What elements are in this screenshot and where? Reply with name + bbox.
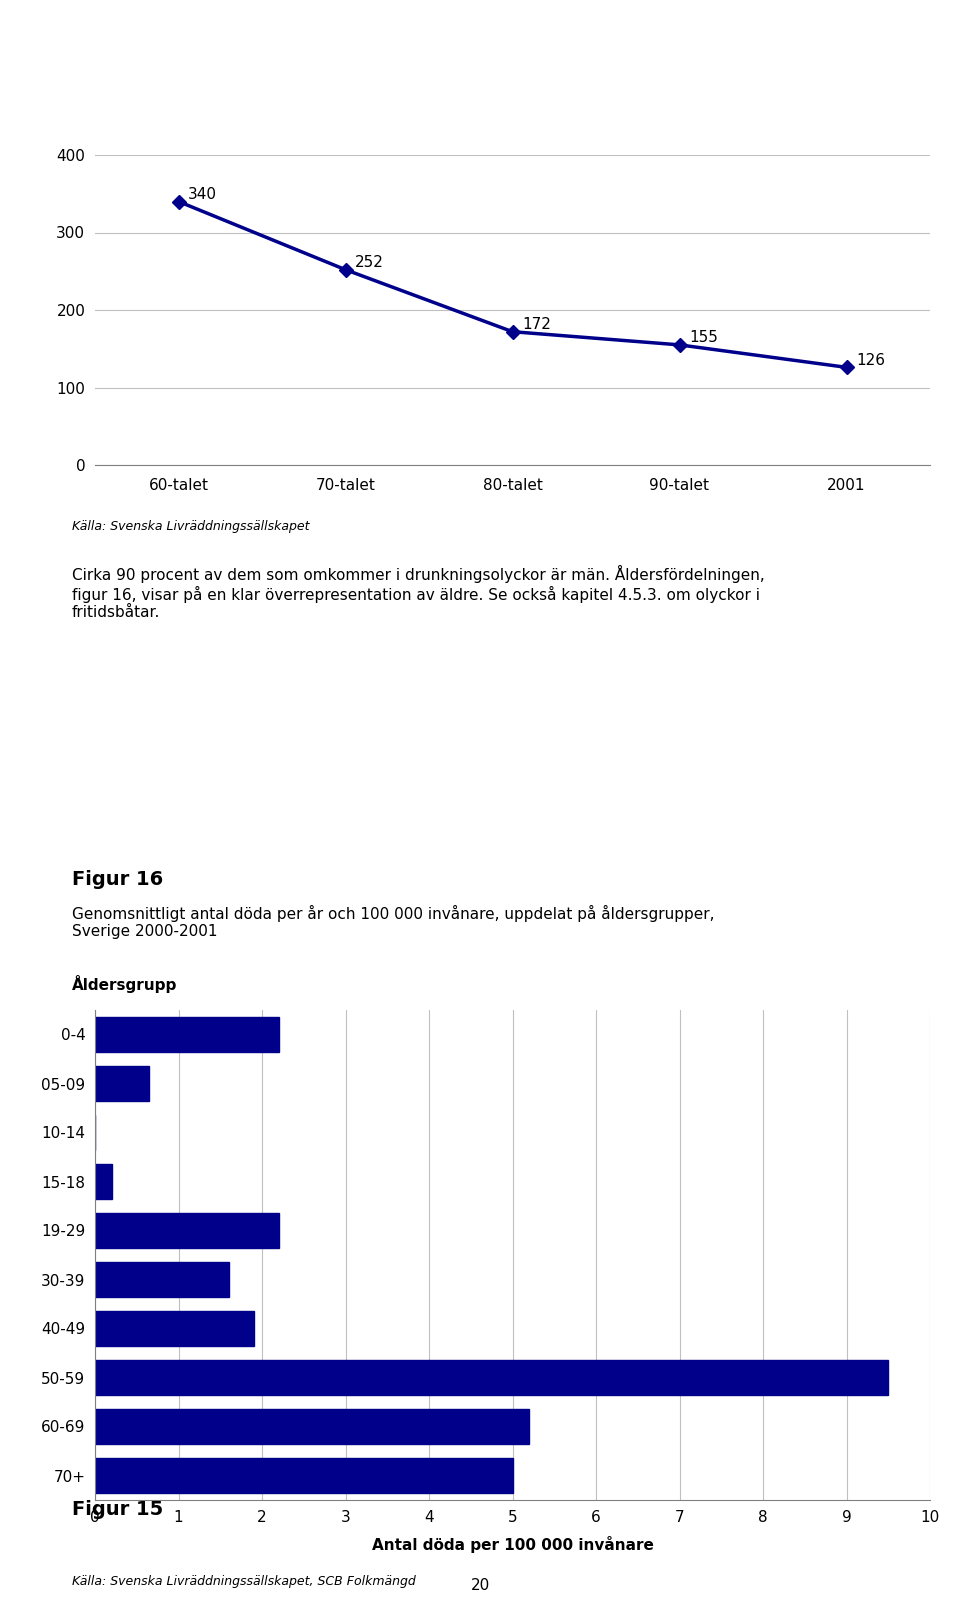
Text: Källa: Svenska Livräddningssällskapet, SCB Folkmängd: Källa: Svenska Livräddningssällskapet, S… [72,1575,416,1588]
Text: Figur 16: Figur 16 [72,870,163,890]
Text: Genomsnittligt antal döda per år och 100 000 invånare, uppdelat på åldersgrupper: Genomsnittligt antal döda per år och 100… [72,904,714,940]
Bar [95,1165,111,1199]
Text: Cirka 90 procent av dem som omkommer i drunkningsolyckor är män. Åldersfördelnin: Cirka 90 procent av dem som omkommer i d… [72,565,765,619]
Bar [95,1360,888,1395]
Bar [95,1067,149,1101]
Text: 340: 340 [188,187,217,201]
X-axis label: Antal döda per 100 000 invånare: Antal döda per 100 000 invånare [372,1537,654,1553]
Text: 20: 20 [470,1578,490,1593]
Bar [95,1458,513,1493]
Text: 172: 172 [522,317,551,331]
Bar [95,1017,278,1052]
Text: Åldersgrupp: Åldersgrupp [72,975,178,993]
Text: 126: 126 [856,352,885,367]
Text: Figur 15: Figur 15 [72,1500,163,1519]
Bar [95,1263,228,1297]
Bar [95,1409,529,1443]
Text: 252: 252 [355,254,384,270]
Text: Källa: Svenska Livräddningssällskapet: Källa: Svenska Livräddningssällskapet [72,520,309,533]
Bar [95,1213,278,1247]
Text: 155: 155 [689,330,718,344]
Bar [95,1311,253,1345]
